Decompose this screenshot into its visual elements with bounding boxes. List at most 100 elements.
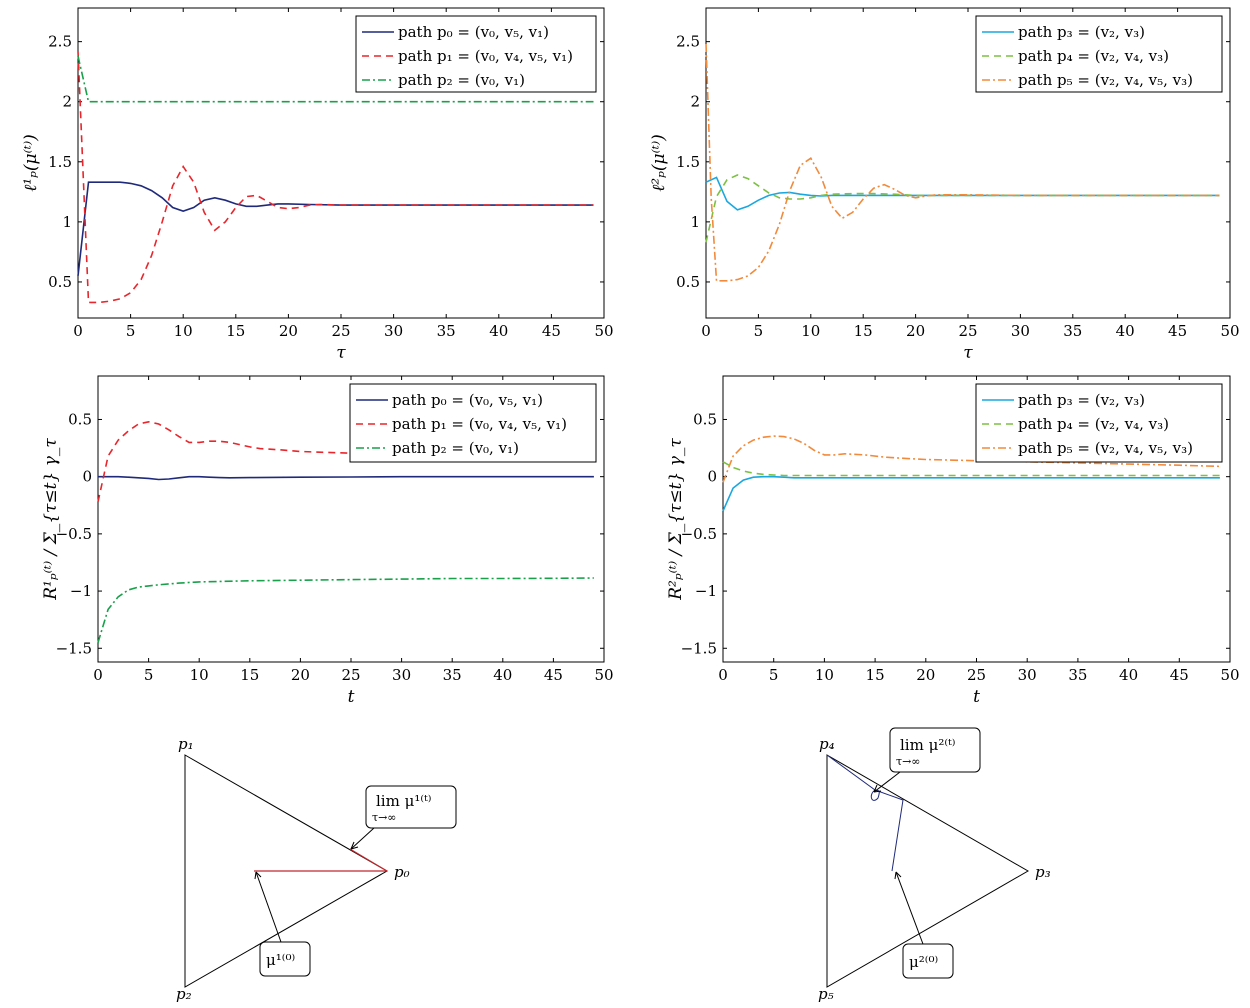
- x-tick-label: 40: [1119, 666, 1138, 684]
- series-line-0: [722, 475, 1220, 512]
- x-axis-label: τ: [963, 343, 973, 363]
- y-tick-label: 0.5: [693, 410, 717, 428]
- series-line-1: [705, 174, 1220, 243]
- x-tick-label: 40: [489, 322, 508, 340]
- legend-entry-0: path p₀ = (v₀, v₅, v₁): [392, 391, 543, 409]
- legend-entry-2: path p₂ = (v₀, v₁): [398, 71, 525, 89]
- series-line-2: [77, 55, 594, 103]
- legend-entry-1: path p₁ = (v₀, v₄, v₅, v₁): [398, 47, 573, 65]
- legend-entry-2: path p₅ = (v₂, v₄, v₅, v₃): [1018, 71, 1193, 89]
- simplex-left-start-arrow: [255, 871, 282, 943]
- x-tick-label: 5: [754, 322, 764, 340]
- y-tick-label: 2: [690, 93, 700, 111]
- x-tick-label: 15: [854, 322, 873, 340]
- x-axis-label: t: [973, 687, 980, 707]
- simplex-right-limit-text: lim μ²⁽ᵗ⁾: [900, 736, 955, 754]
- x-tick-label: 15: [226, 322, 245, 340]
- x-tick-label: 45: [542, 322, 561, 340]
- x-tick-label: 5: [126, 322, 136, 340]
- y-tick-label: −1: [695, 582, 717, 600]
- simplex-left-trajectory-edge: [349, 848, 388, 872]
- x-tick-label: 30: [392, 666, 411, 684]
- y-tick-label: 0.5: [68, 410, 92, 428]
- y-axis-label: R²ₚ⁽ᵗ⁾ / Σ_{τ≤t} γ_τ: [666, 438, 686, 601]
- y-tick-label: −0.5: [681, 525, 717, 543]
- y-tick-label: 2.5: [676, 33, 700, 51]
- charts-layer: 0 5 10 15 20 25 30 35 40 45 500.511.522.5τℓ¹ₚ(μ⁽ᵗ⁾…: [21, 7, 1240, 707]
- x-tick-label: 30: [1018, 666, 1037, 684]
- x-tick-label: 5: [769, 666, 779, 684]
- x-tick-label: 35: [1063, 322, 1082, 340]
- y-tick-label: 0: [707, 468, 717, 486]
- chart-0: 0 5 10 15 20 25 30 35 40 45 50 0.5 1 1.5 2 2.5 τ ℓ¹ₚ(μ⁽ᵗ⁾…: [21, 7, 614, 363]
- y-tick-label: −0.5: [56, 525, 92, 543]
- x-tick-label: 50: [594, 666, 613, 684]
- simplex-left-limit-arrow: [350, 827, 375, 850]
- series-line-2: [722, 435, 1220, 483]
- chart-3: 0 5 10 15 20 25 30 35 40 45 50 0.5 0 −0.5 −1 −1.5 t R²ₚ⁽ᵗ…: [666, 375, 1240, 707]
- legend-entry-1: path p₁ = (v₀, v₄, v₅, v₁): [392, 415, 567, 433]
- x-tick-label: 10: [801, 322, 820, 340]
- x-tick-label: 20: [279, 322, 298, 340]
- simplex-right-label-top: p₄: [819, 735, 835, 753]
- x-tick-label: 35: [437, 322, 456, 340]
- chart-2: 0 5 10 15 20 25 30 35 40 45 50 0.5 0 −0.5 −1 −1.5 t R¹ₚ⁽ᵗ…: [41, 375, 614, 707]
- legend-box: [975, 15, 1223, 93]
- simplex-right-start-box: [902, 943, 954, 979]
- x-tick-label: 20: [291, 666, 310, 684]
- simplex-right-limit-arrow: [873, 771, 901, 793]
- simplex-left: p₁ p₀ p₂ lim μ¹⁽ᵗ⁾ τ→∞ μ¹⁽⁰⁾: [176, 735, 457, 1003]
- simplex-right-start-arrow: [895, 871, 924, 945]
- y-tick-label: 0.5: [676, 273, 700, 291]
- legend: path p₃ = (v₂, v₃) path p₄ = (v₂, v₄, v₃)…: [975, 383, 1223, 463]
- chart-1: 0 5 10 15 20 25 30 35 40 45 50 0.5 1 1.5 2 2.5 τ ℓ²ₚ(μ⁽ᵗ⁾…: [649, 7, 1240, 363]
- legend-entry-0: path p₀ = (v₀, v₅, v₁): [398, 23, 549, 41]
- y-tick-label: 1: [62, 213, 72, 231]
- x-tick-label: 45: [544, 666, 563, 684]
- simplex-left-start-arrowhead: [254, 871, 262, 880]
- simplex-left-limit-box: [365, 785, 457, 829]
- simplex-right-start-arrowhead: [894, 871, 902, 880]
- series-line-0: [705, 176, 1220, 211]
- simplex-right-label-right: p₃: [1035, 863, 1051, 881]
- simplex-left-limit-sub: τ→∞: [372, 811, 396, 824]
- x-tick-label: 0: [701, 322, 711, 340]
- legend-entry-2: path p₂ = (v₀, v₁): [392, 439, 519, 457]
- x-tick-label: 30: [1011, 322, 1030, 340]
- simplex-left-triangle: [184, 754, 389, 988]
- simplex-right-triangle: [826, 754, 1030, 988]
- x-tick-label: 10: [190, 666, 209, 684]
- simplex-left-start-box: [259, 941, 311, 977]
- x-tick-label: 25: [967, 666, 986, 684]
- simplex-right-trajectory: [826, 754, 904, 872]
- simplex-right-start-text: μ²⁽⁰⁾: [909, 953, 938, 971]
- legend: path p₀ = (v₀, v₅, v₁) path p₁ = (v₀, v₄,…: [349, 383, 597, 463]
- x-tick-label: 35: [443, 666, 462, 684]
- series-line-2: [97, 577, 594, 643]
- y-axis-label: ℓ²ₚ(μ⁽ᵗ⁾): [649, 134, 669, 192]
- x-tick-label: 30: [384, 322, 403, 340]
- simplex-left-limit-text: lim μ¹⁽ᵗ⁾: [376, 792, 431, 810]
- x-tick-label: 15: [866, 666, 885, 684]
- y-axis-label: R¹ₚ⁽ᵗ⁾ / Σ_{τ≤t} γ_τ: [41, 438, 61, 601]
- x-axis-label: τ: [336, 343, 346, 363]
- y-tick-label: −1.5: [56, 639, 92, 657]
- y-tick-label: 2: [62, 93, 72, 111]
- x-tick-label: 45: [1170, 666, 1189, 684]
- legend: path p₀ = (v₀, v₅, v₁) path p₁ = (v₀, v₄,…: [355, 15, 597, 93]
- simplex-right-limit-sub: τ→∞: [896, 755, 920, 768]
- simplex-right-label-bottom: p₅: [818, 985, 834, 1003]
- y-tick-label: 0: [82, 468, 92, 486]
- series-line-1: [77, 51, 594, 304]
- legend: path p₃ = (v₂, v₃) path p₄ = (v₂, v₄, v₃)…: [975, 15, 1223, 93]
- x-tick-label: 50: [1220, 666, 1239, 684]
- series-line-0: [98, 475, 594, 481]
- simplex-left-start-text: μ¹⁽⁰⁾: [266, 951, 295, 969]
- y-tick-label: 1.5: [48, 153, 72, 171]
- y-tick-label: 0.5: [48, 273, 72, 291]
- x-tick-label: 50: [594, 322, 613, 340]
- x-tick-label: 15: [240, 666, 259, 684]
- x-tick-label: 45: [1168, 322, 1187, 340]
- legend-box: [355, 15, 597, 93]
- simplex-right-limit-arrowhead: [873, 784, 882, 793]
